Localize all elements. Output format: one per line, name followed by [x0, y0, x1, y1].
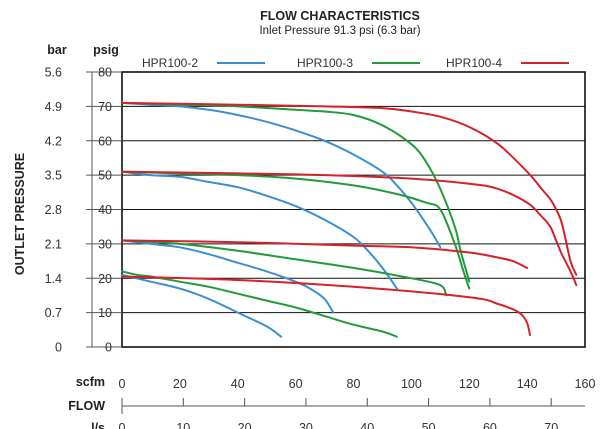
y-unit-psig: psig [93, 43, 119, 57]
y-tick-label-psig: 70 [98, 100, 112, 114]
y-tick-label-bar: 4.9 [45, 100, 62, 114]
x-tick-label-scfm: 80 [347, 377, 361, 391]
y-tick-label-psig: 30 [98, 237, 112, 251]
series-line-hpr100-4-30psig [121, 239, 529, 269]
y-tick-label-psig: 60 [98, 134, 112, 148]
x-tick-labels: 0 20 40 60 80 100 120 140 160 0 10 20 30 40 50 60 70 [119, 377, 596, 429]
series-line-hpr100-2-50psig [121, 170, 398, 290]
series-line-hpr100-4-20psig [121, 275, 531, 336]
x-tick-label-ls: 0 [119, 421, 126, 429]
x-tick-label-ls: 10 [176, 421, 190, 429]
legend: HPR100-2 HPR100-3 HPR100-4 [142, 56, 569, 70]
y-tick-label-psig: 80 [98, 66, 112, 80]
series-lines [121, 101, 578, 338]
y-tick-label-bar: 3.5 [45, 169, 62, 183]
x-tick-label-scfm: 120 [459, 377, 480, 391]
x-tick-label-scfm: 40 [231, 377, 245, 391]
x-tick-label-scfm: 160 [575, 377, 596, 391]
x-axis-label: FLOW [68, 399, 105, 413]
x-tick-label-scfm: 140 [517, 377, 538, 391]
x-tick-label-ls: 50 [422, 421, 436, 429]
y-tick-label-bar: 5.6 [45, 66, 62, 80]
grid-lines [122, 105, 585, 314]
y-tick-label-psig: 10 [98, 306, 112, 320]
legend-label-hpr100-3: HPR100-3 [297, 56, 353, 70]
y-tick-label-psig: 50 [98, 169, 112, 183]
series-line-hpr100-3-50psig [121, 170, 471, 290]
y-unit-bar: bar [47, 43, 67, 57]
legend-label-hpr100-2: HPR100-2 [142, 56, 198, 70]
legend-label-hpr100-4: HPR100-4 [446, 56, 502, 70]
y-tick-label-psig: 20 [98, 272, 112, 286]
chart-title: FLOW CHARACTERISTICS [260, 9, 420, 23]
x-tick-label-ls: 30 [299, 421, 313, 429]
series-line-hpr100-2-20psig [121, 273, 283, 338]
series-line-hpr100-2-70psig [121, 101, 442, 249]
x-tick-label-ls: 70 [544, 421, 558, 429]
series-line-hpr100-4-70psig [121, 101, 578, 276]
x-tick-label-ls: 40 [360, 421, 374, 429]
y-tick-label-bar: 2.1 [45, 237, 62, 251]
y-axis-label: OUTLET PRESSURE [13, 153, 27, 275]
y-tick-label-bar: 2.8 [45, 203, 62, 217]
x-tick-label-scfm: 20 [173, 377, 187, 391]
series-line-hpr100-4-50psig [121, 170, 578, 287]
chart-subtitle: Inlet Pressure 91.3 psi (6.3 bar) [259, 25, 420, 37]
series-line-hpr100-3-70psig [121, 101, 471, 283]
y-tick-label-bar: 0 [55, 341, 62, 355]
y-tick-label-bar: 0.7 [45, 306, 62, 320]
x-tick-label-ls: 60 [483, 421, 497, 429]
x-tick-label-scfm: 100 [401, 377, 422, 391]
x-tick-label-scfm: 0 [119, 377, 126, 391]
x-unit-scfm: scfm [76, 375, 105, 389]
series-line-hpr100-2-30psig [121, 239, 335, 314]
y-tick-label-psig: 40 [98, 203, 112, 217]
y-tick-label-bar: 1.4 [45, 272, 62, 286]
y-tick-label-psig: 0 [105, 341, 112, 355]
y-tick-label-bar: 4.2 [45, 134, 62, 148]
x-tick-label-ls: 20 [238, 421, 252, 429]
x-tick-label-scfm: 60 [289, 377, 303, 391]
y-tick-marks: 0 0 10 0.7 20 1.4 30 2.1 40 2.8 50 3.5 60 4.2 70 4.9 80 5… [45, 66, 122, 355]
x-unit-ls: l/s [91, 421, 105, 429]
series-line-hpr100-3-30psig [121, 239, 448, 297]
